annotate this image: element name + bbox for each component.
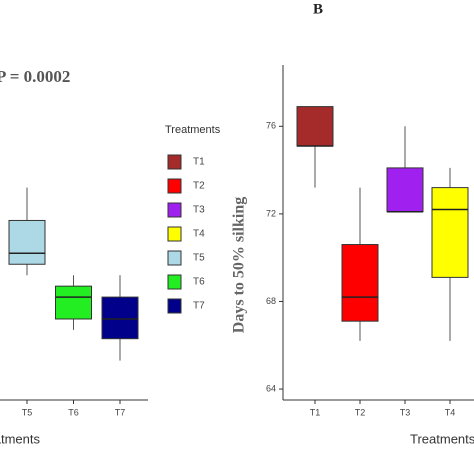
x-axis-label: Treatments — [410, 431, 474, 446]
box — [8, 219, 46, 265]
p-value: P = 0.0002 — [0, 67, 70, 86]
y-tick-label: 72 — [266, 208, 276, 218]
x-tick-label: T4 — [445, 407, 456, 417]
legend-swatch — [167, 250, 182, 266]
box — [101, 296, 139, 340]
x-tick-label: T3 — [400, 407, 411, 417]
legend-swatch — [167, 226, 182, 242]
y-axis-label: Days to 50% silking — [231, 197, 248, 333]
y-tick-label: 64 — [266, 383, 276, 393]
legend-label: T1 — [193, 157, 205, 168]
legend-label: T3 — [193, 205, 205, 216]
box — [386, 167, 424, 213]
box — [431, 187, 469, 278]
legend-label: T7 — [193, 301, 205, 312]
x-tick-label: T1 — [310, 407, 321, 417]
legend-label: T2 — [193, 181, 205, 192]
legend-title: Treatments — [165, 124, 221, 136]
x-tick-label: T7 — [115, 407, 126, 417]
legend-label: T4 — [193, 229, 205, 240]
box — [55, 285, 92, 320]
legend-swatch — [167, 298, 182, 314]
box — [296, 106, 334, 147]
x-tick-label: T6 — [68, 407, 79, 417]
legend-swatch — [167, 202, 182, 218]
box — [341, 244, 379, 322]
legend-label: T5 — [193, 253, 205, 264]
panel-title: B — [313, 1, 323, 17]
legend-label: T6 — [193, 277, 205, 288]
y-tick-label: 76 — [266, 121, 276, 131]
legend-swatch — [167, 178, 182, 194]
legend-swatch — [167, 154, 182, 170]
x-tick-label: T5 — [22, 407, 33, 417]
x-tick-label: T2 — [355, 407, 366, 417]
legend-swatch — [167, 274, 182, 290]
x-axis-label: Treatments — [0, 431, 40, 446]
y-tick-label: 68 — [266, 296, 276, 306]
